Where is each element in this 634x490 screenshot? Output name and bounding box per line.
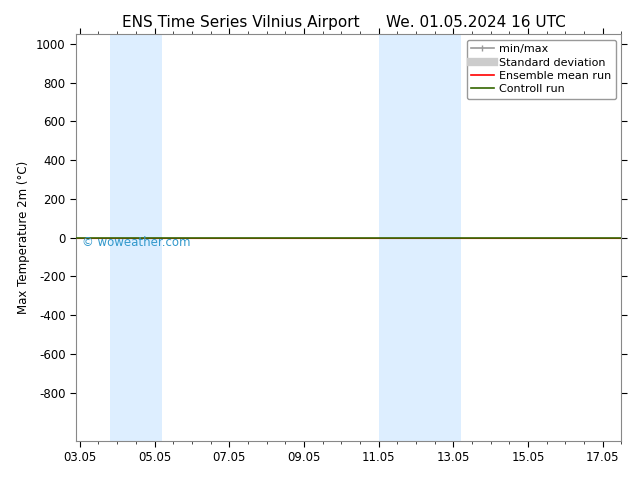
Text: © woweather.com: © woweather.com xyxy=(82,236,190,248)
Bar xyxy=(378,34,461,441)
Bar xyxy=(110,34,162,441)
Text: ENS Time Series Vilnius Airport: ENS Time Series Vilnius Airport xyxy=(122,15,359,30)
Y-axis label: Max Temperature 2m (°C): Max Temperature 2m (°C) xyxy=(18,161,30,314)
Text: We. 01.05.2024 16 UTC: We. 01.05.2024 16 UTC xyxy=(385,15,566,30)
Legend: min/max, Standard deviation, Ensemble mean run, Controll run: min/max, Standard deviation, Ensemble me… xyxy=(467,40,616,99)
